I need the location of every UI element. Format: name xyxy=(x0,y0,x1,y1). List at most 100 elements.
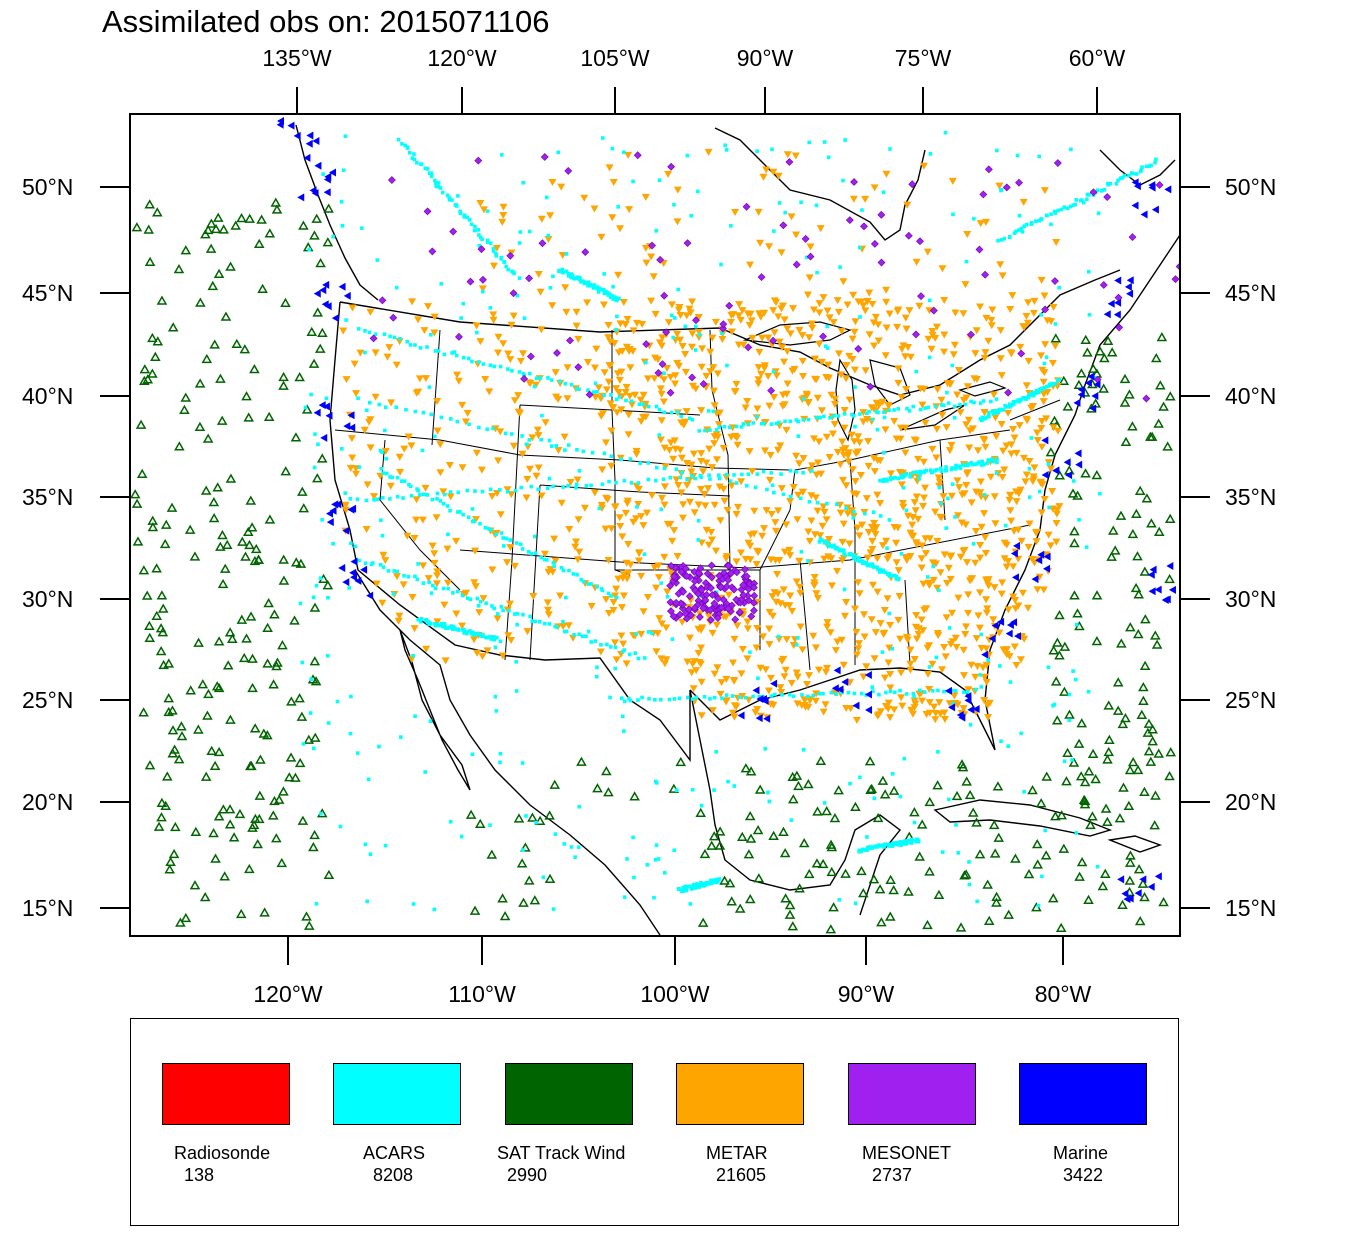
bottom-longitude-axis: 120°W 110°W 100°W 90°W 80°W xyxy=(253,936,1092,1007)
observation-marker xyxy=(877,692,881,697)
observation-marker xyxy=(493,694,498,699)
observation-marker xyxy=(488,363,493,368)
observation-marker xyxy=(466,356,471,361)
observation-marker xyxy=(837,636,846,644)
observation-marker xyxy=(665,594,670,599)
observation-marker xyxy=(410,156,415,160)
observation-marker xyxy=(956,851,960,855)
observation-marker xyxy=(544,611,553,619)
observation-marker xyxy=(677,489,686,497)
observation-marker xyxy=(734,312,743,320)
observation-marker xyxy=(541,419,550,427)
observation-marker xyxy=(948,177,957,185)
observation-marker xyxy=(467,422,471,426)
observation-marker xyxy=(876,499,885,507)
observation-marker xyxy=(395,569,399,574)
observation-marker xyxy=(955,922,967,932)
observation-marker xyxy=(774,507,783,515)
observation-marker xyxy=(861,195,870,203)
observation-marker xyxy=(533,619,538,624)
observation-marker xyxy=(881,477,886,482)
observation-marker xyxy=(1099,353,1110,363)
observation-marker xyxy=(1033,391,1038,395)
observation-marker xyxy=(610,146,615,151)
observation-marker xyxy=(496,428,505,436)
observation-marker xyxy=(598,466,607,474)
observation-marker xyxy=(1156,331,1168,342)
observation-marker xyxy=(848,335,857,343)
observation-marker xyxy=(918,697,927,705)
observation-marker xyxy=(394,617,403,625)
observation-marker xyxy=(622,699,627,704)
observation-marker xyxy=(808,462,817,470)
observation-marker xyxy=(708,464,717,472)
observation-marker xyxy=(237,536,248,546)
observation-marker xyxy=(924,468,929,473)
observation-marker xyxy=(892,559,901,567)
observation-marker xyxy=(750,598,758,607)
observation-marker xyxy=(716,583,725,592)
observation-marker xyxy=(1125,622,1136,632)
observation-marker xyxy=(838,476,847,484)
observation-marker xyxy=(886,621,895,629)
observation-marker xyxy=(744,893,756,904)
observation-marker xyxy=(297,486,308,496)
observation-marker xyxy=(977,460,981,464)
observation-marker xyxy=(315,257,326,268)
observation-marker xyxy=(1035,798,1047,808)
observation-marker xyxy=(539,555,544,560)
observation-marker xyxy=(403,532,412,540)
observation-marker xyxy=(653,630,662,638)
observation-marker xyxy=(667,301,676,309)
observation-marker xyxy=(465,596,470,600)
right-lat-label: 25°N xyxy=(1225,687,1276,713)
observation-marker xyxy=(445,461,454,469)
observation-marker xyxy=(394,285,399,290)
observation-marker xyxy=(676,311,685,319)
observation-marker xyxy=(854,640,863,648)
observation-marker xyxy=(1077,390,1085,399)
observation-marker xyxy=(173,754,185,764)
observation-marker xyxy=(501,608,505,613)
observation-marker xyxy=(858,315,862,319)
observation-marker xyxy=(770,679,778,688)
observation-marker xyxy=(1017,349,1026,358)
observation-marker xyxy=(783,419,787,424)
observation-marker xyxy=(224,819,236,829)
observation-marker xyxy=(357,465,362,469)
observation-marker xyxy=(770,483,775,488)
observation-marker xyxy=(294,371,305,382)
observation-marker xyxy=(323,188,331,197)
observation-marker xyxy=(470,507,475,511)
observation-marker xyxy=(657,433,662,437)
observation-marker xyxy=(753,705,762,713)
observation-marker xyxy=(623,315,632,323)
observation-marker xyxy=(1114,182,1119,186)
observation-marker xyxy=(1153,418,1164,428)
observation-marker xyxy=(779,221,788,230)
observation-marker xyxy=(478,599,483,604)
observation-marker xyxy=(462,631,466,635)
observation-marker xyxy=(955,484,964,492)
observation-marker xyxy=(743,625,752,633)
observation-marker xyxy=(947,441,956,449)
observation-marker xyxy=(856,555,861,560)
observation-marker xyxy=(841,178,845,183)
observation-marker xyxy=(853,651,862,659)
observation-marker xyxy=(919,162,928,170)
observation-marker xyxy=(906,353,915,361)
observation-marker xyxy=(691,697,695,701)
observation-marker xyxy=(446,586,450,591)
observation-marker xyxy=(502,544,506,548)
observation-marker xyxy=(566,483,570,488)
observation-marker xyxy=(895,840,900,845)
observation-marker xyxy=(147,515,158,525)
observation-marker xyxy=(459,316,463,320)
observation-marker xyxy=(612,385,621,393)
observation-marker xyxy=(403,143,408,148)
observation-marker xyxy=(849,291,858,299)
observation-marker xyxy=(1007,517,1016,525)
observation-marker xyxy=(370,561,375,565)
observation-marker xyxy=(447,195,452,200)
observation-marker xyxy=(551,560,556,565)
